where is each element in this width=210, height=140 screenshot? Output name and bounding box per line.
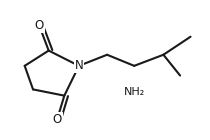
Text: O: O [35, 19, 44, 32]
Text: O: O [52, 113, 62, 126]
Text: NH₂: NH₂ [123, 87, 145, 97]
Text: N: N [75, 59, 83, 72]
